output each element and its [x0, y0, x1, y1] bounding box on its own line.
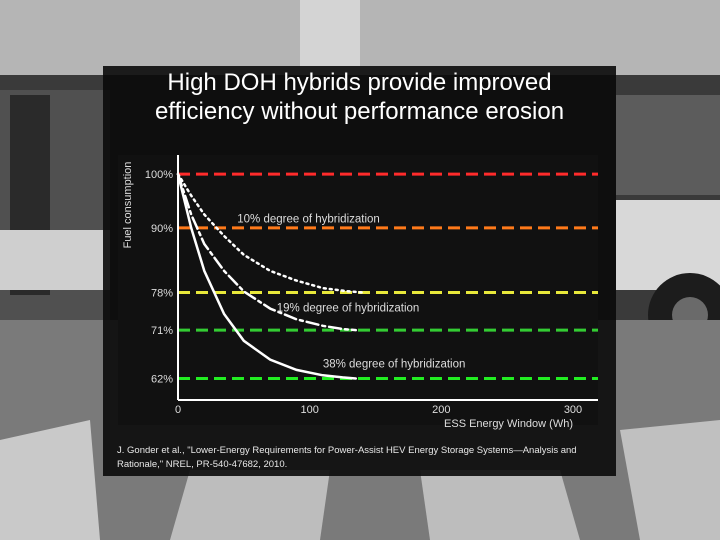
citation: J. Gonder et al., "Lower-Energy Requirem…: [117, 444, 607, 472]
citation-line-1: J. Gonder et al., "Lower-Energy Requirem…: [117, 445, 577, 456]
title-line-2: efficiency without performance erosion: [154, 98, 565, 125]
x-axis-label: ESS Energy Window (Wh): [444, 418, 573, 430]
series-line: [176, 172, 358, 380]
citation-line-2: Rationale," NREL, PR-540-47682, 2010.: [117, 459, 288, 470]
title-line-1: High DOH hybrids provide improved: [167, 69, 552, 96]
slide-title: High DOH hybrids provide improved effici…: [103, 68, 616, 126]
series-annotation: 10% degree of hybridization: [237, 214, 380, 226]
x-tick-label: 200: [432, 404, 450, 416]
x-tick-label: 100: [300, 404, 318, 416]
y-tick-label: 62%: [151, 373, 173, 385]
chart-background: [118, 155, 598, 425]
y-tick-label: 90%: [151, 223, 173, 235]
series-line: [176, 172, 358, 332]
y-tick-label: 78%: [151, 287, 173, 299]
series-line: [176, 172, 364, 294]
y-axis-label: Fuel consumption: [122, 162, 134, 249]
series-annotation: 19% degree of hybridization: [277, 302, 420, 314]
x-tick-label: 0: [175, 404, 181, 416]
series-annotation: 38% degree of hybridization: [323, 359, 466, 371]
fuel-consumption-chart: 100% 90% 78% 71% 62% 0 100 200 300 ESS Energy Win…: [118, 155, 598, 430]
y-tick-label: 71%: [151, 325, 173, 337]
y-tick-label: 100%: [145, 169, 173, 181]
x-tick-label: 300: [564, 404, 582, 416]
